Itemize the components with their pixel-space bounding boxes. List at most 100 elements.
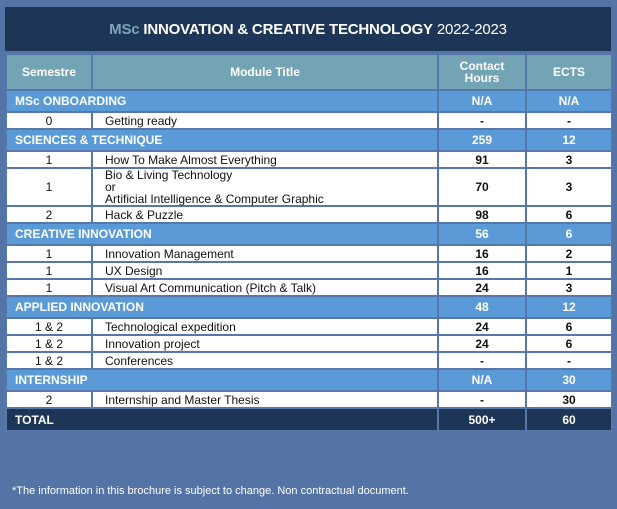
header-semestre: Semestre [5,53,93,91]
module-title: Internship and Master Thesis [91,390,439,409]
module-title-line: Bio & Living Technology [105,168,233,182]
module-title: Innovation Management [91,244,439,263]
module-title: UX Design [91,261,439,280]
section-ects: 12 [525,295,613,319]
contact-hours: 16 [437,244,527,263]
semestre: 2 [5,205,93,224]
module-row: 0 Getting ready - - [5,111,613,130]
module-title-line: Hack & Puzzle [105,207,184,222]
module-title: Innovation project [91,334,439,353]
footnote: *The information in this brochure is sub… [12,485,409,497]
total-ects: 60 [525,407,613,432]
contact-hours: - [437,351,527,370]
semestre: 0 [5,111,93,130]
module-title-line: Conferences [105,353,174,368]
contact-hours: 24 [437,278,527,297]
ects: 30 [525,390,613,409]
contact-hours: 24 [437,334,527,353]
contact-hours: 24 [437,317,527,336]
semestre: 1 [5,244,93,263]
contact-hours: - [437,390,527,409]
table-title: MSc INNOVATION & CREATIVE TECHNOLOGY 202… [5,7,611,51]
ects: - [525,111,613,130]
semestre: 1 [5,167,93,207]
header-ects: ECTS [525,53,613,91]
section-ects: 30 [525,368,613,392]
module-title-line: Innovation project [105,336,200,351]
contact-hours: 70 [437,167,527,207]
module-title-line: Innovation Management [105,246,234,261]
module-title-line: How To Make Almost Everything [105,152,277,167]
module-title-line: UX Design [105,263,163,278]
header-row: Semestre Module Title Contact Hours ECTS [5,53,613,91]
ects: 3 [525,150,613,169]
section-name: SCIENCES & TECHNIQUE [5,128,439,152]
module-title: Conferences [91,351,439,370]
module-title-line: Getting ready [105,113,178,128]
section-hours: 56 [437,222,527,246]
ects: 3 [525,278,613,297]
module-title-line: Visual Art Communication (Pitch & Talk) [105,280,316,295]
module-row: 2 Internship and Master Thesis -30 [5,390,613,409]
module-title: Hack & Puzzle [91,205,439,224]
module-title: Visual Art Communication (Pitch & Talk) [91,278,439,297]
section-hours: 259 [437,128,527,152]
module-title: Bio & Living Technology or Artificial Inte… [91,167,439,207]
module-row: 1 Visual Art Communication (Pitch & Talk)… [5,278,613,297]
ects: 6 [525,317,613,336]
module-row: 1 & 2 Technological expedition 24 6 [5,317,613,336]
semestre: 1 & 2 [5,334,93,353]
semestre: 1 & 2 [5,351,93,370]
module-row: 1 Bio & Living Technology or Artificial Int… [5,167,613,207]
semestre: 1 [5,150,93,169]
section-name: INTERNSHIP [5,368,439,392]
module-row: 1 How To Make Almost Everything 91 3 [5,150,613,169]
title-year: 2022-2023 [436,20,507,38]
ects: 3 [525,167,613,207]
module-title: How To Make Almost Everything [91,150,439,169]
ects: 2 [525,244,613,263]
ects: 6 [525,334,613,353]
module-title: Getting ready [91,111,439,130]
title-main: INNOVATION & CREATIVE TECHNOLOGY [143,20,433,38]
section-hours: 48 [437,295,527,319]
ects: 1 [525,261,613,280]
section-hours: N/A [437,368,527,392]
semestre: 1 & 2 [5,317,93,336]
section-name: APPLIED INNOVATION [5,295,439,319]
section-row: CREATIVE INNOVATION 56 6 [5,222,613,246]
section-hours: N/A [437,89,527,113]
total-label: TOTAL [5,407,439,432]
module-title-line: Technological expedition [105,319,236,334]
section-row: INTERNSHIP N/A 30 [5,368,613,392]
module-row: 1 & 2 Conferences - - [5,351,613,370]
module-row: 2 Hack & Puzzle 98 6 [5,205,613,224]
contact-hours: 16 [437,261,527,280]
module-title-line: Internship and Master Thesis [105,392,260,407]
contact-hours: - [437,111,527,130]
curriculum-table: Semestre Module Title Contact Hours ECTS… [5,53,613,432]
header-hours: Contact Hours [437,53,527,91]
section-ects: 12 [525,128,613,152]
total-hours: 500+ [437,407,527,432]
contact-hours: 91 [437,150,527,169]
module-row: 1 & 2 Innovation project 24 6 [5,334,613,353]
section-ects: N/A [525,89,613,113]
curriculum-table-container: MSc INNOVATION & CREATIVE TECHNOLOGY 202… [5,7,613,432]
module-title: Technological expedition [91,317,439,336]
title-prefix: MSc [109,20,140,38]
section-row: APPLIED INNOVATION 48 12 [5,295,613,319]
header-module: Module Title [91,53,439,91]
module-title-line: or [105,180,116,194]
module-title-line: Artificial Intelligence & Computer Graph… [105,192,324,206]
module-row: 1 Innovation Management 16 2 [5,244,613,263]
semestre: 2 [5,390,93,409]
ects: - [525,351,613,370]
ects: 6 [525,205,613,224]
semestre: 1 [5,278,93,297]
contact-hours: 98 [437,205,527,224]
section-name: MSc ONBOARDING [5,89,439,113]
section-row: SCIENCES & TECHNIQUE 259 12 [5,128,613,152]
module-row: 1 UX Design 16 1 [5,261,613,280]
section-ects: 6 [525,222,613,246]
